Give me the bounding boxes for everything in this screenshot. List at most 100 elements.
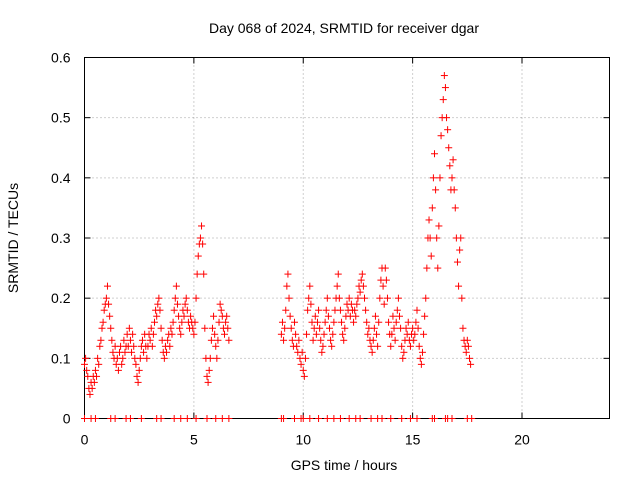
data-point [300, 372, 308, 380]
data-point [125, 324, 133, 332]
axis-ticks [84, 57, 610, 419]
baseline-point [218, 415, 226, 422]
x-tick-label: 15 [405, 432, 421, 448]
data-point [283, 282, 291, 290]
data-point [357, 276, 365, 284]
x-axis-label: GPS time / hours [291, 457, 398, 473]
data-point [118, 360, 126, 368]
data-point [358, 270, 366, 278]
data-point [95, 360, 103, 368]
data-point [187, 312, 195, 320]
data-point [334, 270, 342, 278]
data-point [166, 342, 174, 350]
data-point [295, 336, 303, 344]
y-tick-label: 0 [63, 411, 71, 427]
baseline-point [387, 415, 395, 422]
data-point [304, 306, 312, 314]
data-point [400, 348, 408, 356]
baseline-point [345, 415, 353, 422]
data-point [160, 354, 168, 362]
data-point [411, 330, 419, 338]
data-point [88, 384, 96, 392]
baseline-point [280, 415, 288, 422]
data-point [428, 204, 436, 212]
data-point [100, 306, 108, 314]
data-point [206, 354, 214, 362]
data-point [154, 300, 162, 308]
data-point [422, 294, 430, 302]
data-point [324, 312, 332, 320]
data-point [216, 300, 224, 308]
baseline-point [367, 415, 375, 422]
data-point [449, 156, 457, 164]
data-point [280, 336, 288, 344]
data-point [292, 330, 300, 338]
data-point [443, 114, 451, 122]
data-point [164, 336, 172, 344]
data-point [301, 354, 309, 362]
data-point [86, 390, 94, 398]
data-point [204, 378, 212, 386]
y-tick-label: 0.2 [51, 290, 71, 306]
data-point [382, 276, 390, 284]
data-point [170, 306, 178, 314]
data-point [213, 354, 221, 362]
data-point [431, 150, 438, 158]
data-point [437, 132, 445, 140]
data-point [168, 330, 176, 338]
data-point [183, 306, 191, 314]
data-point [341, 324, 349, 332]
x-tick-label: 10 [295, 432, 311, 448]
data-point [329, 330, 337, 338]
data-point [448, 174, 456, 182]
data-point [155, 294, 163, 302]
data-point [412, 318, 420, 326]
data-point [153, 312, 161, 320]
data-point [328, 342, 336, 350]
data-point [421, 312, 429, 320]
data-point [361, 294, 368, 302]
data-point [462, 348, 470, 356]
data-point [391, 336, 399, 344]
data-point [102, 294, 110, 302]
data-point [319, 342, 327, 350]
data-point [398, 342, 406, 350]
baseline-point [468, 415, 476, 422]
data-point [352, 312, 360, 320]
data-point [194, 252, 202, 260]
data-point [396, 312, 403, 320]
data-point [99, 318, 107, 326]
data-point [177, 330, 185, 338]
data-point [211, 330, 219, 338]
data-point [129, 330, 137, 338]
data-point [383, 294, 391, 302]
data-point [414, 324, 422, 332]
data-point [215, 318, 223, 326]
data-point [350, 318, 358, 326]
baseline-point [448, 415, 456, 422]
data-point [172, 282, 180, 290]
data-point [201, 324, 209, 332]
data-point [458, 294, 466, 302]
y-tick-label: 0.6 [51, 50, 71, 66]
baseline-point [203, 415, 211, 422]
data-point [387, 342, 395, 350]
baseline-point [126, 415, 134, 422]
data-point [156, 306, 164, 314]
data-point [108, 336, 116, 344]
baseline-point [406, 415, 414, 422]
data-point [205, 366, 213, 374]
data-point [451, 204, 459, 212]
data-point [221, 330, 228, 338]
data-point [429, 174, 437, 182]
baseline-point [225, 415, 233, 422]
data-point [345, 294, 353, 302]
grid-lines [84, 57, 610, 419]
data-point [399, 354, 407, 362]
data-point [181, 300, 189, 308]
data-point [376, 294, 384, 302]
data-point [90, 378, 98, 386]
data-point [311, 312, 319, 320]
data-point [433, 234, 441, 242]
data-point [114, 366, 122, 374]
